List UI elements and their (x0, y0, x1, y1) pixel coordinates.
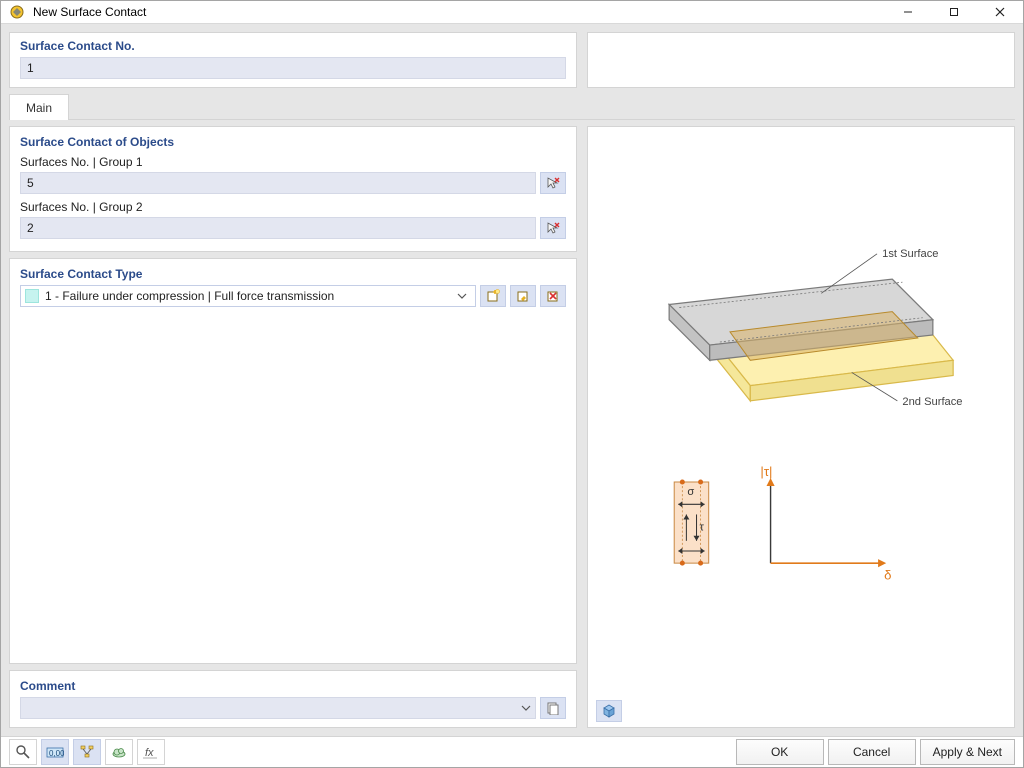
client-area: Surface Contact No. Main Surface Contact… (1, 24, 1023, 736)
pick-cursor-icon (546, 221, 560, 235)
surface1-label: 1st Surface (882, 248, 938, 260)
type-select-text: 1 - Failure under compression | Full for… (45, 289, 457, 303)
edit-icon (516, 289, 530, 303)
titlebar: New Surface Contact (1, 1, 1023, 24)
type-new-button[interactable] (480, 285, 506, 307)
svg-text:τ: τ (700, 522, 705, 534)
preview-panel: 1st Surface 2nd Surface (587, 126, 1015, 728)
comment-title: Comment (20, 679, 566, 693)
apply-next-button[interactable]: Apply & Next (920, 739, 1015, 765)
chevron-down-icon (521, 703, 531, 713)
group2-pick-button[interactable] (540, 217, 566, 239)
left-column: Surface Contact of Objects Surfaces No. … (9, 126, 577, 728)
units-icon: 0,00 (46, 745, 64, 759)
app-icon (9, 4, 25, 20)
comment-panel: Comment (9, 670, 577, 728)
svg-text:δ: δ (884, 568, 891, 583)
contact-number-input[interactable] (20, 57, 566, 79)
group1-input[interactable] (20, 172, 536, 194)
type-edit-button[interactable] (510, 285, 536, 307)
library-icon (546, 701, 560, 715)
tab-main[interactable]: Main (9, 94, 69, 120)
svg-text:0,00: 0,00 (49, 749, 64, 758)
help-button[interactable] (9, 739, 37, 765)
preview-toolbar (588, 695, 1014, 727)
type-panel: Surface Contact Type 1 - Failure under c… (9, 258, 577, 664)
tree-button[interactable] (73, 739, 101, 765)
type-select[interactable]: 1 - Failure under compression | Full for… (20, 285, 476, 307)
group1-row (20, 172, 566, 194)
type-delete-button[interactable] (540, 285, 566, 307)
cube-eye-icon (601, 703, 617, 719)
group2-row (20, 217, 566, 239)
preview-svg: 1st Surface 2nd Surface (588, 127, 1014, 695)
comment-row (20, 697, 566, 719)
chevron-down-icon (457, 291, 471, 301)
group1-label: Surfaces No. | Group 1 (20, 155, 566, 169)
script-button[interactable]: fx (137, 739, 165, 765)
comment-input[interactable] (20, 697, 536, 719)
header-preview-panel (587, 32, 1015, 88)
type-select-row: 1 - Failure under compression | Full for… (20, 285, 566, 307)
main-row: Surface Contact of Objects Surfaces No. … (9, 126, 1015, 728)
svg-text:fx: fx (145, 747, 154, 759)
units-button[interactable]: 0,00 (41, 739, 69, 765)
delete-icon (546, 289, 560, 303)
objects-panel: Surface Contact of Objects Surfaces No. … (9, 126, 577, 252)
maximize-button[interactable] (931, 1, 977, 23)
new-icon (486, 289, 500, 303)
contact-number-label: Surface Contact No. (20, 39, 566, 53)
tree-icon (79, 744, 95, 760)
objects-title: Surface Contact of Objects (20, 135, 566, 149)
type-color-swatch (25, 289, 39, 303)
view-3d-button[interactable] (596, 700, 622, 722)
fx-icon: fx (143, 744, 159, 760)
preview-area: 1st Surface 2nd Surface (588, 127, 1014, 695)
key-icon (15, 744, 31, 760)
group2-label: Surfaces No. | Group 2 (20, 200, 566, 214)
group2-input[interactable] (20, 217, 536, 239)
svg-text:σ: σ (687, 486, 694, 498)
dialog-window: New Surface Contact Surface Contact No. (0, 0, 1024, 768)
pick-cursor-icon (546, 176, 560, 190)
contact-number-panel: Surface Contact No. (9, 32, 577, 88)
dialog-footer: 0,00 fx OK Can (1, 736, 1023, 767)
surface2-label: 2nd Surface (902, 396, 962, 408)
svg-text:|τ|: |τ| (760, 464, 772, 479)
cloud-icon (111, 744, 127, 760)
header-row: Surface Contact No. (9, 32, 1015, 88)
window-controls (885, 1, 1023, 23)
cloud-button[interactable] (105, 739, 133, 765)
tab-label: Main (26, 101, 52, 115)
close-button[interactable] (977, 1, 1023, 23)
window-title: New Surface Contact (33, 5, 885, 19)
tab-strip: Main (9, 94, 1015, 120)
minimize-button[interactable] (885, 1, 931, 23)
tab-filler (69, 94, 1015, 120)
cancel-button[interactable]: Cancel (828, 739, 916, 765)
ok-button[interactable]: OK (736, 739, 824, 765)
type-title: Surface Contact Type (20, 267, 566, 281)
comment-library-button[interactable] (540, 697, 566, 719)
group1-pick-button[interactable] (540, 172, 566, 194)
